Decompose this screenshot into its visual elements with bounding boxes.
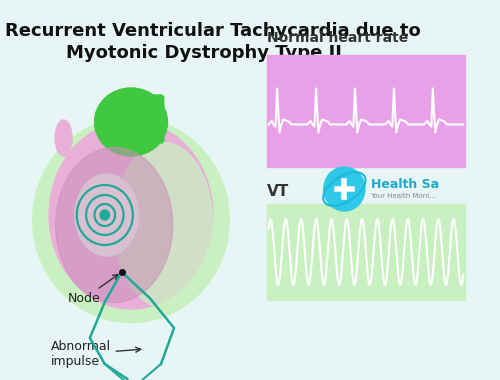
Ellipse shape: [55, 120, 72, 156]
Ellipse shape: [114, 142, 213, 307]
Ellipse shape: [49, 121, 213, 309]
Text: VT: VT: [266, 184, 289, 198]
Text: Recurrent Ventricular Tachycardia due to: Recurrent Ventricular Tachycardia due to: [4, 22, 420, 40]
Ellipse shape: [94, 88, 168, 156]
Ellipse shape: [56, 147, 172, 302]
Text: Node: Node: [68, 274, 118, 306]
Text: Health Sa: Health Sa: [370, 177, 438, 190]
Text: Your Health Moni...: Your Health Moni...: [370, 193, 436, 199]
Ellipse shape: [33, 117, 230, 323]
Text: Normal heart rate: Normal heart rate: [266, 31, 408, 45]
Ellipse shape: [75, 174, 138, 256]
Circle shape: [324, 167, 365, 211]
Circle shape: [100, 210, 110, 220]
FancyBboxPatch shape: [266, 55, 465, 167]
Text: Myotonic Dystrophy Type II: Myotonic Dystrophy Type II: [66, 44, 342, 62]
FancyBboxPatch shape: [140, 95, 164, 143]
Text: Abnormal
impulse: Abnormal impulse: [50, 340, 140, 368]
FancyBboxPatch shape: [266, 204, 465, 300]
